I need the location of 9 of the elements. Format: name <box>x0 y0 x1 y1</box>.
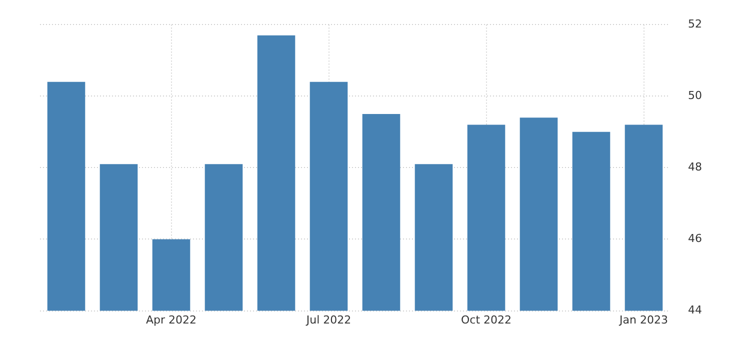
x-tick-label: Jul 2022 <box>305 313 352 326</box>
y-tick-label: 44 <box>688 304 702 317</box>
x-tick-label: Jan 2023 <box>618 313 668 326</box>
y-tick-label: 50 <box>688 89 702 102</box>
y-tick-label: 48 <box>688 160 702 174</box>
x-tick-label: Apr 2022 <box>146 313 197 326</box>
y-tick-label: 52 <box>688 17 702 30</box>
y-tick-label: 46 <box>688 232 702 246</box>
x-tick-label: Oct 2022 <box>460 313 512 326</box>
